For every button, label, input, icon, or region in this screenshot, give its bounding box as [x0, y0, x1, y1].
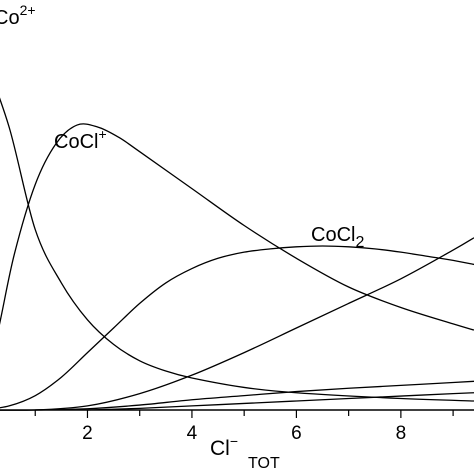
- series-label-cocl2: CoCl2: [311, 224, 364, 251]
- series-line-2: [0, 245, 474, 409]
- series-label-co2: Co2+: [0, 2, 36, 29]
- curves-group: [0, 97, 474, 411]
- x-tick-label-2: 2: [82, 423, 93, 444]
- series-line-5: [87, 392, 474, 411]
- x-ticks-group: 2 4 6 8: [34, 410, 454, 444]
- series-line-0: [0, 97, 474, 402]
- x-axis-title: Cl−TOT: [210, 433, 280, 472]
- x-tick-label-6: 6: [291, 423, 302, 444]
- series-line-3: [0, 237, 474, 411]
- series-label-cocl: CoCl+: [54, 126, 107, 153]
- x-tick-label-4: 4: [187, 423, 198, 444]
- x-tick-label-8: 8: [396, 423, 407, 444]
- series-line-1: [0, 123, 474, 331]
- series-line-4: [35, 380, 474, 411]
